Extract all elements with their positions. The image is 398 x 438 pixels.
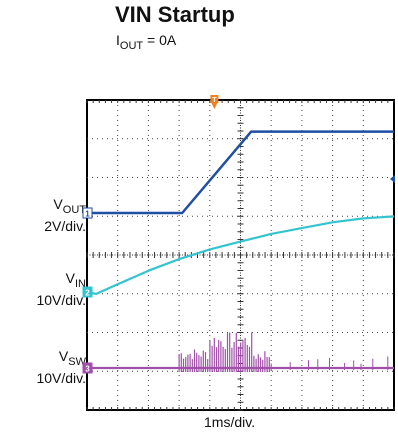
vout-scale: 2V/div. [44,217,86,234]
vout-right-marker [390,175,395,183]
chart-subtitle: IOUT = 0A [116,32,176,52]
vsw-label-sub: SW [68,355,86,368]
vout-trace [87,130,394,215]
channel-3-marker-label: 3 [85,365,90,374]
vin-label: VIN 10V/div. [10,270,86,308]
vsw-scale: 10V/div. [36,369,86,386]
vout-label-main: V [53,196,63,212]
vout-label: VOUT 2V/div. [10,196,86,234]
vin-label-sub: IN [75,277,86,290]
vin-scale: 10V/div. [36,291,86,308]
vin-trace [86,215,395,295]
trigger-marker-label: T [212,97,217,104]
vin-label-main: V [65,270,75,286]
x-axis-label: 1ms/div. [204,414,256,430]
channel-1-marker [82,207,93,219]
channel-2-marker [82,286,93,298]
channel-2-marker-label: 2 [85,289,90,298]
trigger-marker-arrow [211,103,218,109]
trigger-marker [210,95,219,103]
channel-1-marker-label: 1 [85,210,90,219]
subtitle-main: I [116,32,120,48]
vsw-label-main: V [58,348,69,364]
subtitle-rest: = 0A [143,32,177,48]
vout-label-sub: OUT [62,203,86,216]
channel-3-marker [82,362,93,374]
chart-title: VIN Startup [115,2,235,27]
vsw-label: VSW 10V/div. [10,348,86,386]
subtitle-sub: OUT [119,39,144,52]
